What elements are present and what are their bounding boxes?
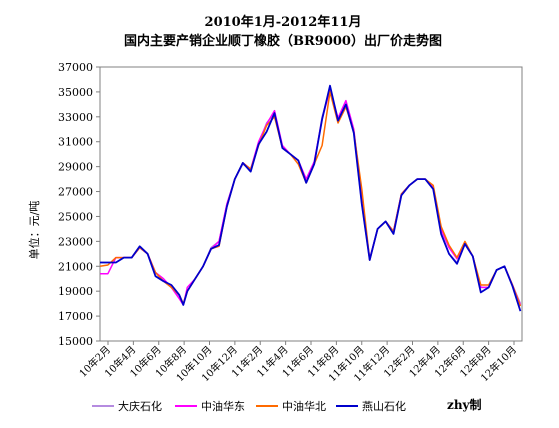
y-tick-label: 27000 [58, 186, 93, 199]
legend-label-2: 中油华北 [282, 399, 326, 413]
y-tick-label: 23000 [58, 235, 93, 248]
y-tick-label: 15000 [58, 335, 93, 348]
series-layer [99, 84, 522, 312]
chart-credit: zhy制 [447, 397, 482, 412]
legend-label-0: 大庆石化 [118, 399, 162, 413]
y-tick-label: 33000 [58, 111, 93, 124]
y-tick-label: 19000 [58, 285, 93, 298]
y-tick-label: 25000 [58, 210, 93, 223]
y-tick-label: 37000 [58, 61, 93, 74]
y-tick-label: 29000 [58, 161, 93, 174]
y-axis-label: 单位：元/吨 [27, 201, 41, 260]
y-tick-label: 17000 [58, 310, 93, 323]
legend: 大庆石化 中油华东 中油华北 燕山石化 [92, 399, 406, 413]
legend-label-1: 中油华东 [201, 399, 245, 413]
plot-area [99, 66, 523, 342]
chart-subtitle: 国内主要产销企业顺丁橡胶（BR9000）出厂价走势图 [124, 33, 442, 49]
y-axis: 15000 17000 19000 21000 23000 25000 27000 29000… [58, 61, 100, 348]
series-line-3 [100, 84, 522, 312]
x-axis: 10年2月10年4月10年6月10年8月10年10月10年12月11年2月11年… [76, 341, 519, 384]
y-tick-label: 31000 [58, 136, 93, 149]
legend-label-3: 燕山石化 [362, 399, 406, 413]
y-tick-label: 21000 [58, 260, 93, 273]
y-tick-label: 35000 [58, 86, 93, 99]
chart-title: 2010年1月-2012年11月 [205, 14, 362, 30]
